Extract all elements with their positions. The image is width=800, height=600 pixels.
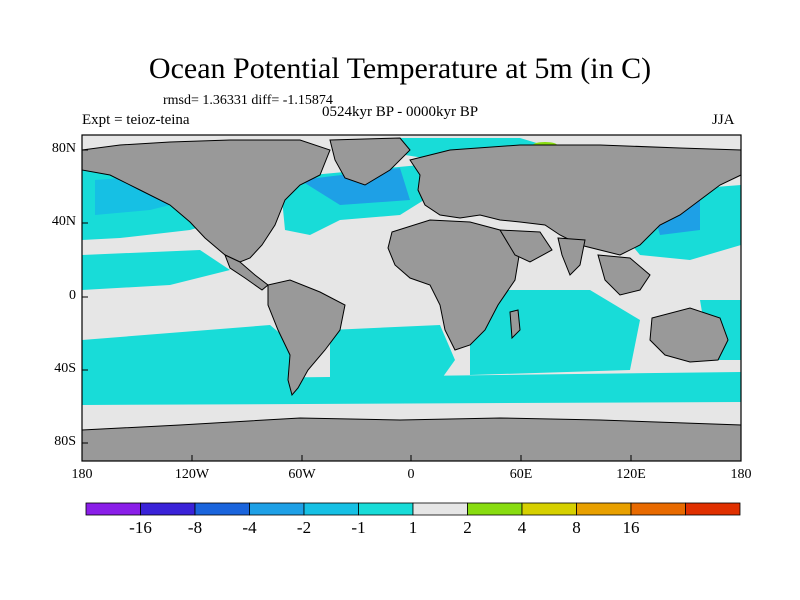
north-america [81,139,331,263]
africa [387,219,521,351]
experiment-label: Expt = teioz-teina [82,112,190,128]
lon-tick-label: 180 [730,467,752,482]
colorbar-swatch [249,502,305,516]
colorbar-label: -8 [187,518,203,537]
colorbar-label: -2 [296,518,312,537]
central-america [224,254,269,291]
colorbar-label: 16 [622,518,640,537]
lat-tick-label: 40N [51,214,76,229]
colorbar-swatch [412,502,468,516]
southeast-asia [597,254,651,296]
south-america [267,279,346,397]
map-title: Ocean Potential Temperature at 5m (in C) [148,52,652,85]
colorbar-label: -1 [351,518,366,537]
lon-tick-label: 60E [509,467,533,482]
colorbar-swatch [358,502,414,516]
greenland [329,137,411,186]
lat-tick-label: 80S [54,434,76,449]
colorbar-label: 8 [572,518,581,537]
colorbar-swatch [194,502,250,516]
stats-label: rmsd= 1.36331 diff= -1.15874 [163,93,333,108]
lon-tick-label: 120W [174,467,210,482]
madagascar [509,309,521,340]
colorbar-label: -16 [129,518,152,537]
lon-tick-label: 180 [71,467,93,482]
southern-ocean-cool [82,372,741,405]
india [557,237,586,276]
lat-tick-label: 0 [69,288,76,303]
australia [649,307,729,363]
lon-tick-label: 0 [407,467,415,482]
colorbar-swatch [467,502,523,516]
colorbar-swatch [630,502,686,516]
colorbar-swatch [576,502,632,516]
colorbar-label: -4 [242,518,257,537]
lat-tick-label: 40S [54,361,76,376]
antarctica [81,417,742,462]
landmasses [81,137,742,462]
tick-marks [81,149,742,461]
lat-tick-label: 80N [51,141,76,156]
arabia [499,229,553,263]
lon-tick-label: 60W [288,467,316,482]
colorbar-label: 4 [517,518,527,537]
colorbar-swatch [521,502,577,516]
colorbar [85,502,741,516]
south-pacific-cool [82,325,300,395]
lon-tick-label: 120E [616,467,646,482]
colorbar-label: 1 [408,518,418,537]
colorbar-swatch [140,502,196,516]
period-label: 0524kyr BP - 0000kyr BP [322,104,479,120]
season-label: JJA [712,112,735,128]
north-atlantic-blue [300,168,410,205]
colorbar-label: 2 [463,518,472,537]
equatorial-band [82,298,270,330]
eastern-pacific-cool [82,250,230,290]
colorbar-swatch [85,502,141,516]
colorbar-swatch [685,502,741,516]
eurasia [409,144,742,256]
colorbar-swatch [303,502,359,516]
